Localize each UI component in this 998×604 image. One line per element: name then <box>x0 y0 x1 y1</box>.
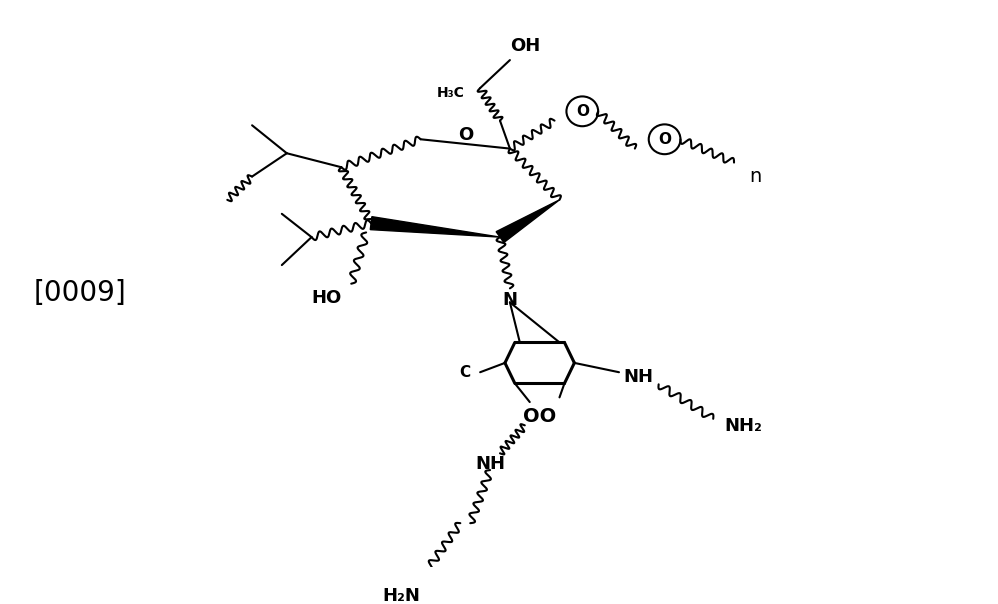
Text: O: O <box>458 126 473 144</box>
Text: O: O <box>658 132 671 147</box>
Text: OO: OO <box>523 406 556 425</box>
Text: [0009]: [0009] <box>34 279 127 307</box>
Text: NH₂: NH₂ <box>724 417 761 435</box>
Text: H₃C: H₃C <box>436 86 464 100</box>
Text: OH: OH <box>510 37 540 55</box>
Text: NH: NH <box>475 455 505 474</box>
Text: n: n <box>748 167 761 186</box>
Text: NH: NH <box>624 368 654 386</box>
Text: C: C <box>460 365 471 380</box>
Text: O: O <box>576 104 589 119</box>
Polygon shape <box>496 200 560 243</box>
Text: HO: HO <box>311 289 341 307</box>
Text: N: N <box>502 291 517 309</box>
Text: H₂N: H₂N <box>382 587 420 604</box>
Polygon shape <box>370 217 500 237</box>
